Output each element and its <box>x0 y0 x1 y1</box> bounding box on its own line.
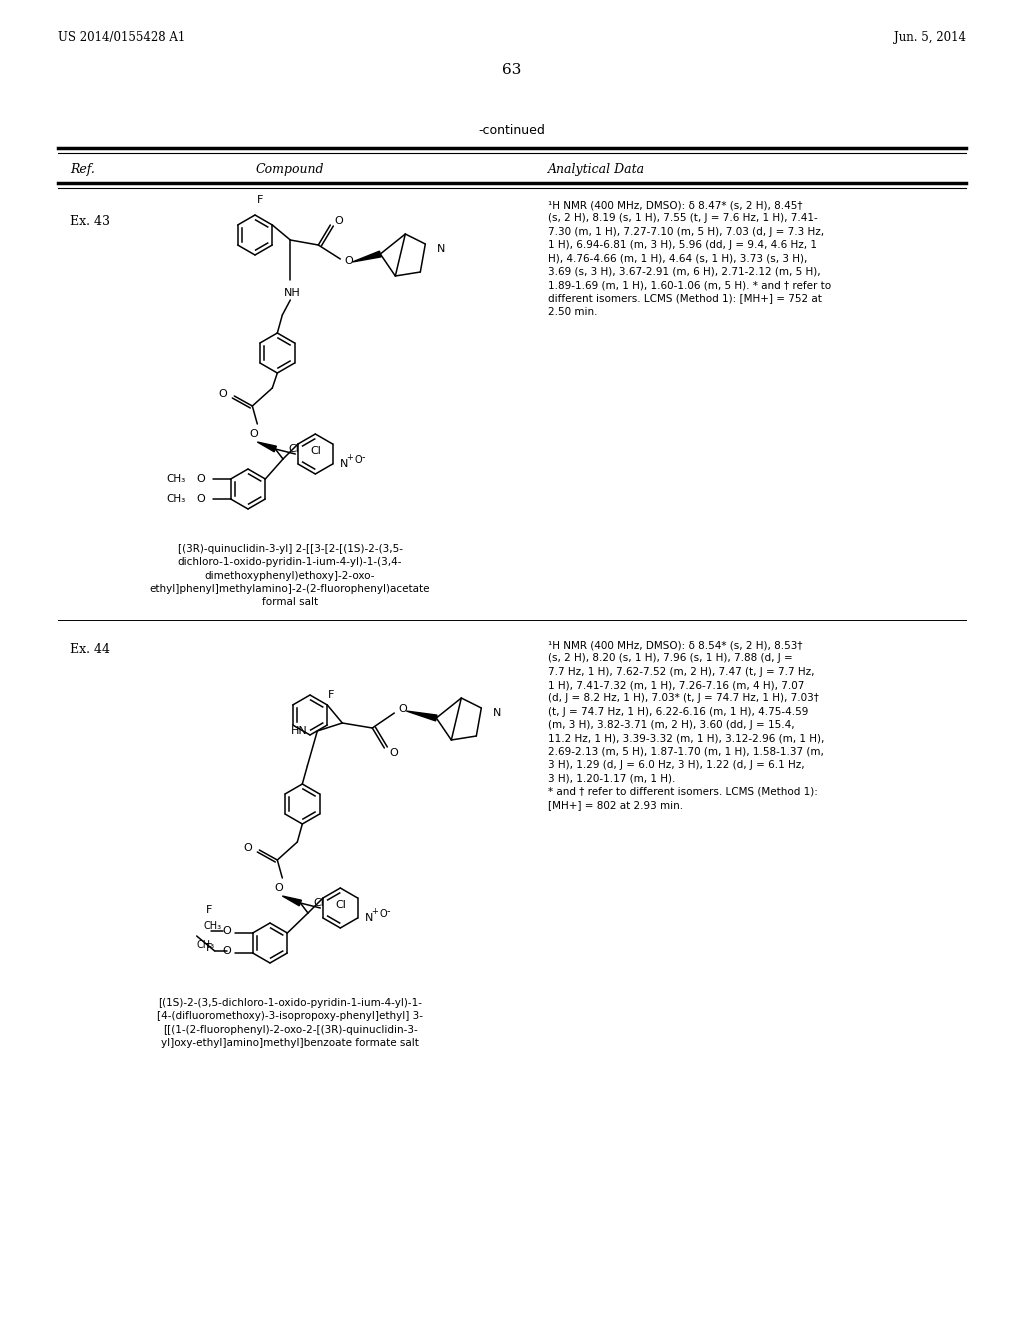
Text: HN: HN <box>291 726 307 737</box>
Text: Ex. 44: Ex. 44 <box>70 643 110 656</box>
Text: CH₃: CH₃ <box>167 494 185 504</box>
Text: O: O <box>249 429 258 440</box>
Text: Jun. 5, 2014: Jun. 5, 2014 <box>894 32 966 45</box>
Text: O: O <box>334 216 343 226</box>
Text: O: O <box>274 883 283 894</box>
Polygon shape <box>407 711 437 721</box>
Text: +: + <box>372 908 378 916</box>
Text: Cl: Cl <box>335 900 346 909</box>
Text: N: N <box>365 913 373 923</box>
Text: Ex. 43: Ex. 43 <box>70 215 110 228</box>
Text: Cl: Cl <box>310 446 321 455</box>
Text: CH₃: CH₃ <box>167 474 185 484</box>
Polygon shape <box>257 442 276 451</box>
Text: US 2014/0155428 A1: US 2014/0155428 A1 <box>58 32 185 45</box>
Text: ¹H NMR (400 MHz, DMSO): δ 8.47* (s, 2 H), 8.45†
(s, 2 H), 8.19 (s, 1 H), 7.55 (t: ¹H NMR (400 MHz, DMSO): δ 8.47* (s, 2 H)… <box>548 201 831 317</box>
Text: F: F <box>257 195 263 205</box>
Text: Ref.: Ref. <box>70 164 95 177</box>
Text: O: O <box>398 704 408 714</box>
Text: Cl: Cl <box>313 898 325 908</box>
Text: 63: 63 <box>503 63 521 77</box>
Text: F: F <box>206 906 212 915</box>
Text: N: N <box>494 708 502 718</box>
Text: Cl: Cl <box>289 444 299 454</box>
Text: -: - <box>387 906 390 916</box>
Text: O: O <box>354 455 362 465</box>
Text: O: O <box>222 946 230 956</box>
Text: Compound: Compound <box>256 164 325 177</box>
Text: O: O <box>197 474 205 484</box>
Polygon shape <box>283 896 301 906</box>
Text: CH₃: CH₃ <box>204 921 222 931</box>
Text: F: F <box>206 942 212 953</box>
Polygon shape <box>352 251 381 261</box>
Text: NH: NH <box>284 288 301 298</box>
Text: O: O <box>197 494 205 504</box>
Text: +: + <box>346 454 353 462</box>
Text: O: O <box>218 389 226 399</box>
Text: N: N <box>437 244 445 253</box>
Text: O: O <box>222 927 230 936</box>
Text: ¹H NMR (400 MHz, DMSO): δ 8.54* (s, 2 H), 8.53†
(s, 2 H), 8.20 (s, 1 H), 7.96 (s: ¹H NMR (400 MHz, DMSO): δ 8.54* (s, 2 H)… <box>548 640 824 810</box>
Text: [(1S)-2-(3,5-dichloro-1-oxido-pyridin-1-ium-4-yl)-1-
[4-(difluoromethoxy)-3-isop: [(1S)-2-(3,5-dichloro-1-oxido-pyridin-1-… <box>157 998 423 1048</box>
Text: O: O <box>389 748 398 758</box>
Text: N: N <box>340 459 348 469</box>
Text: O: O <box>380 909 387 919</box>
Text: O: O <box>344 256 353 267</box>
Text: -: - <box>361 451 366 462</box>
Text: CH₃: CH₃ <box>197 940 215 950</box>
Text: [(3R)-quinuclidin-3-yl] 2-[[3-[2-[(1S)-2-(3,5-
dichloro-1-oxido-pyridin-1-ium-4-: [(3R)-quinuclidin-3-yl] 2-[[3-[2-[(1S)-2… <box>150 544 430 607</box>
Text: O: O <box>243 843 252 853</box>
Text: F: F <box>328 690 335 700</box>
Text: Analytical Data: Analytical Data <box>548 164 645 177</box>
Text: -continued: -continued <box>478 124 546 136</box>
